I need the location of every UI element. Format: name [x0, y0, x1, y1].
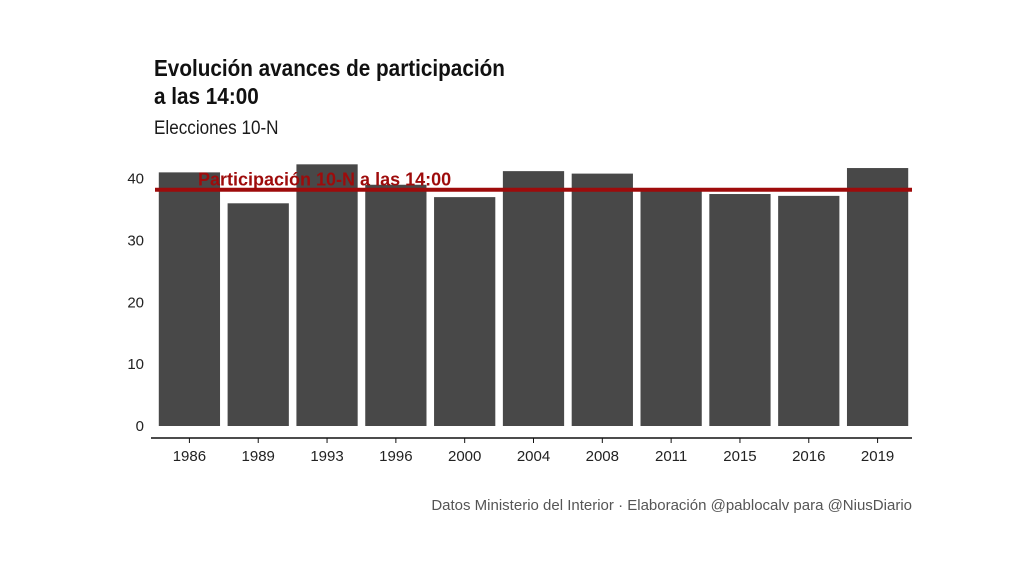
- x-tick-label: 1986: [173, 448, 206, 465]
- bar-2016: [778, 195, 840, 426]
- y-tick-label: 20: [127, 294, 144, 311]
- bar-2011: [640, 190, 702, 426]
- bars-group: [158, 164, 909, 426]
- y-tick-label: 40: [127, 171, 144, 188]
- x-tick-label: 1989: [242, 448, 275, 465]
- x-tick-label: 2019: [861, 448, 894, 465]
- x-tick-label: 2004: [517, 448, 550, 465]
- source-caption: Datos Ministerio del Interior · Elaborac…: [431, 497, 912, 514]
- x-axis: 1986 1989 1993 1996 2000 2004 2008 2011 2015 2016…: [151, 437, 912, 465]
- bar-2000: [434, 197, 496, 426]
- bar-1986: [158, 172, 221, 426]
- bar-2008: [571, 173, 633, 426]
- bar-2019: [846, 168, 909, 426]
- y-axis: 0 10 20 30 40: [127, 171, 144, 435]
- chart-title-line-1: Evolución avances de participación: [154, 55, 505, 81]
- x-tick-label: 2016: [792, 448, 825, 465]
- y-tick-label: 30: [127, 232, 144, 249]
- y-tick-label: 0: [136, 418, 144, 435]
- x-tick-label: 2000: [448, 448, 481, 465]
- y-tick-label: 10: [127, 356, 144, 373]
- chart-subtitle: Elecciones 10-N: [154, 118, 279, 139]
- bar-2015: [709, 194, 771, 426]
- bar-2004: [502, 171, 565, 426]
- chart-title-line-2: a las 14:00: [154, 83, 259, 109]
- chart-title: Evolución avances de participación a las…: [154, 54, 505, 110]
- reference-line-label: Participación 10-N a las 14:00: [198, 170, 451, 190]
- x-tick-label: 1996: [379, 448, 412, 465]
- x-tick-label: 2011: [655, 448, 687, 465]
- bar-1993: [296, 164, 358, 426]
- x-tick-label: 2015: [723, 448, 756, 465]
- bar-1996: [365, 184, 427, 426]
- reference-line-group: Participación 10-N a las 14:00: [155, 170, 912, 192]
- bar-1989: [227, 203, 289, 426]
- x-tick-label: 2008: [586, 448, 619, 465]
- x-tick-label: 1993: [310, 448, 343, 465]
